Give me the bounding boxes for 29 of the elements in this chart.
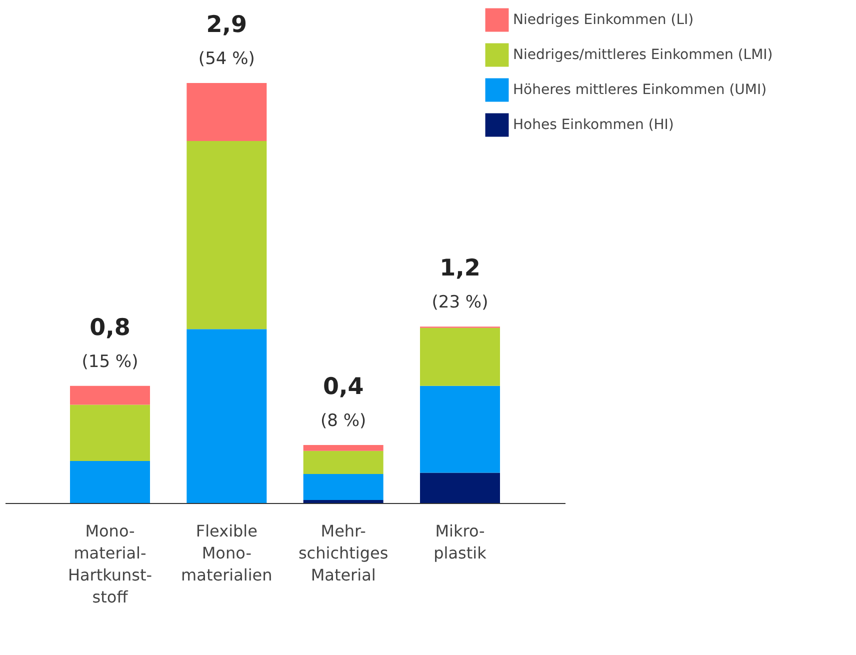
annotation: (15 %) [82,352,138,372]
annotation: (8 %) [320,411,366,432]
legend-label: Höheres mittleres Einkommen (UMI) [513,82,767,98]
annotation: 1,2 [440,256,480,282]
bar [186,140,267,330]
annotation: (23 %) [432,292,488,313]
bar [303,500,384,503]
bar [420,328,500,386]
bar [70,386,150,405]
x-tick-label: Mono- material- Hartkunst- stoff [68,522,152,606]
annotation: 0,4 [322,374,364,400]
x-tick-label: Mikro- plastik [434,522,488,562]
legend-label: Niedriges/mittleres Einkommen (LMI) [513,47,773,63]
legend-label: Niedriges Einkommen (LI) [513,12,694,28]
annotation: 0,8 [90,314,130,341]
bar [303,445,384,451]
bar [420,386,500,473]
x-tick-label: Flexible Mono- materialien [181,522,272,584]
bar [303,474,384,500]
bar [186,83,267,141]
bar [186,329,267,503]
bar [70,404,150,461]
annotation: (54 %) [198,49,255,69]
bar [303,450,384,474]
annotation: 2,9 [206,12,248,38]
x-tick-label: Mehr- schichtiges Material [298,522,388,584]
bar [70,461,150,503]
legend-label: Hohes Einkommen (HI) [513,117,674,133]
bar [420,472,500,503]
